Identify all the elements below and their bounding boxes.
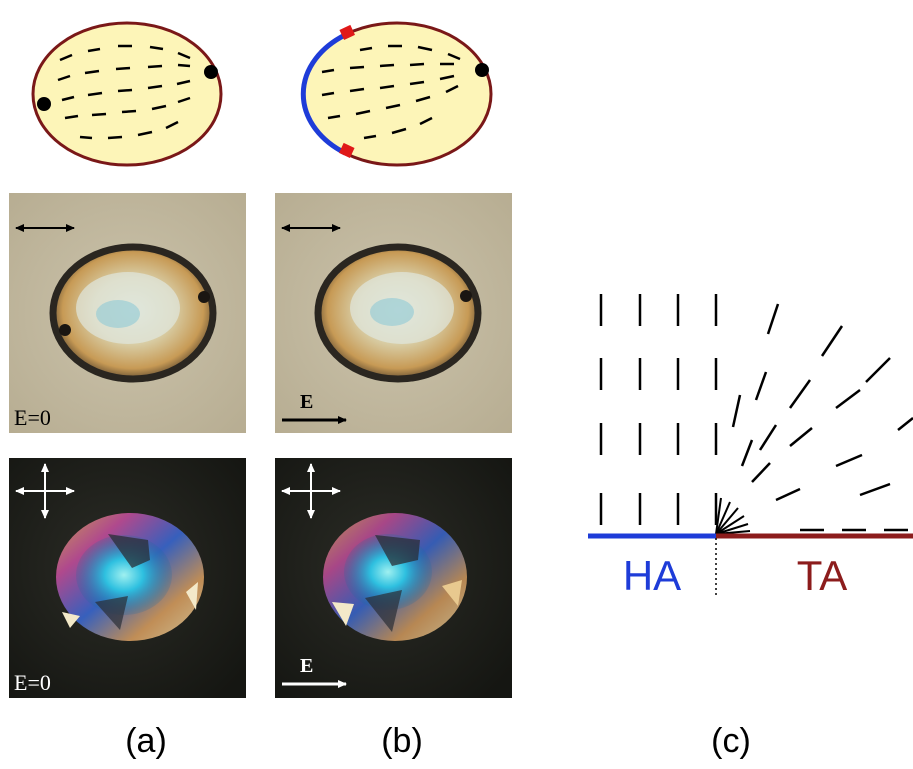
- caption-a: (a): [125, 722, 167, 760]
- point-defect-left-a: [37, 97, 51, 111]
- field-label-crossed-b: E: [300, 655, 313, 677]
- crossed-polarizer-icon-b: [281, 463, 341, 519]
- crossed-polarizer-icon-a: [15, 463, 75, 519]
- anchoring-schematic-c: HA TA: [588, 294, 913, 599]
- caption-c: (c): [711, 722, 751, 760]
- homeotropic-anchoring-arc-b: [300, 32, 347, 156]
- ha-label: HA: [623, 552, 681, 599]
- point-defect-right-a: [204, 65, 218, 79]
- crossed-polarizer-image-b: E: [275, 458, 512, 698]
- defect-fan: [715, 497, 751, 535]
- field-label-bright-a: E=0: [14, 405, 51, 430]
- caption-b: (b): [381, 722, 423, 760]
- bright-field-image-b: E: [275, 193, 512, 433]
- director-dashes-a: [57, 44, 191, 140]
- ta-label: TA: [797, 552, 848, 599]
- director-dashes-b: [321, 44, 461, 140]
- field-label-crossed-a: E=0: [14, 670, 51, 695]
- schematic-droplet-b: [300, 21, 493, 167]
- point-defect-right-b: [475, 63, 489, 77]
- crossed-polarizer-image-a: E=0: [9, 458, 246, 698]
- surface-defect-top-b: [339, 24, 355, 40]
- field-label-bright-b: E: [300, 391, 313, 413]
- bright-field-image-a: E=0: [9, 193, 246, 433]
- homeotropic-director-dashes: [599, 294, 718, 525]
- schematic-droplet-a: [31, 21, 223, 167]
- splay-director-dashes: [731, 303, 913, 532]
- surface-defect-bottom-b: [339, 142, 355, 158]
